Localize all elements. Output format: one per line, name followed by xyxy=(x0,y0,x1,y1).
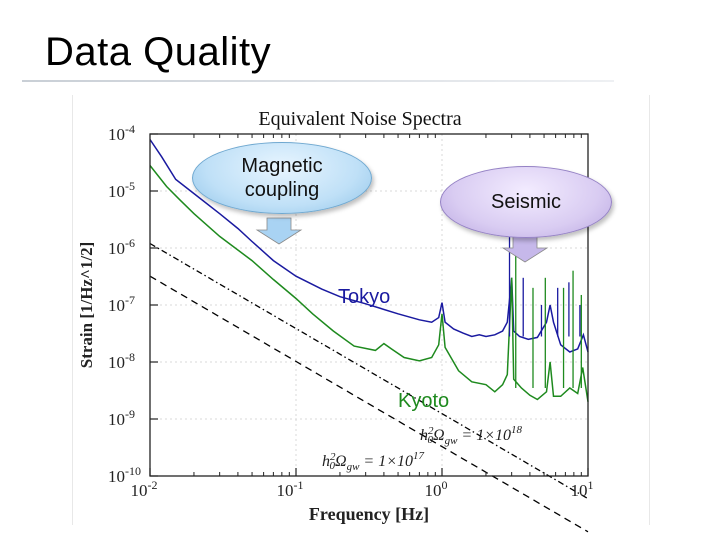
series-layer xyxy=(149,139,589,533)
formula-1e17: h2 0Ωgw = 1×1017 xyxy=(322,450,425,473)
series-line-tokyo xyxy=(149,139,589,353)
y-tick-label: 10-6 xyxy=(108,236,135,258)
y-tick-label: 10-5 xyxy=(108,179,135,201)
chart-title: Equivalent Noise Spectra xyxy=(258,108,462,130)
y-axis-label: Strain [1/Hz^1/2] xyxy=(77,242,96,369)
formula-1e18: h2 0Ωgw = 1×1018 xyxy=(420,424,523,447)
tokyo-label: Tokyo xyxy=(338,286,391,308)
y-tick-label: 10-8 xyxy=(108,350,135,372)
y-tick-label: 10-4 xyxy=(108,122,135,144)
series-line-ref-1e17 xyxy=(149,275,589,533)
series-line-kyoto xyxy=(149,165,589,402)
seismic-arrow-icon xyxy=(501,235,549,263)
page-title: Data Quality xyxy=(45,30,272,74)
magnetic-coupling-label: Magnetic coupling xyxy=(241,155,323,201)
seismic-callout: Seismic xyxy=(440,166,612,238)
x-tick-label: 10-2 xyxy=(131,478,158,500)
series-line-ref-1e18 xyxy=(149,242,589,500)
magnetic-coupling-callout: Magnetic coupling xyxy=(192,142,372,214)
title-divider xyxy=(22,80,614,82)
x-tick-label: 100 xyxy=(425,478,448,500)
seismic-label: Seismic xyxy=(490,191,561,213)
arrow-layer xyxy=(255,217,549,263)
x-tick-label: 10-1 xyxy=(277,478,304,500)
magnetic-arrow-icon xyxy=(255,217,303,245)
y-tick-label: 10-7 xyxy=(108,293,135,315)
y-tick-label: 10-9 xyxy=(108,407,135,429)
x-tick-label: 101 xyxy=(571,478,594,500)
kyoto-label: Kyoto xyxy=(398,390,450,412)
x-axis-label: Frequency [Hz] xyxy=(309,504,429,524)
